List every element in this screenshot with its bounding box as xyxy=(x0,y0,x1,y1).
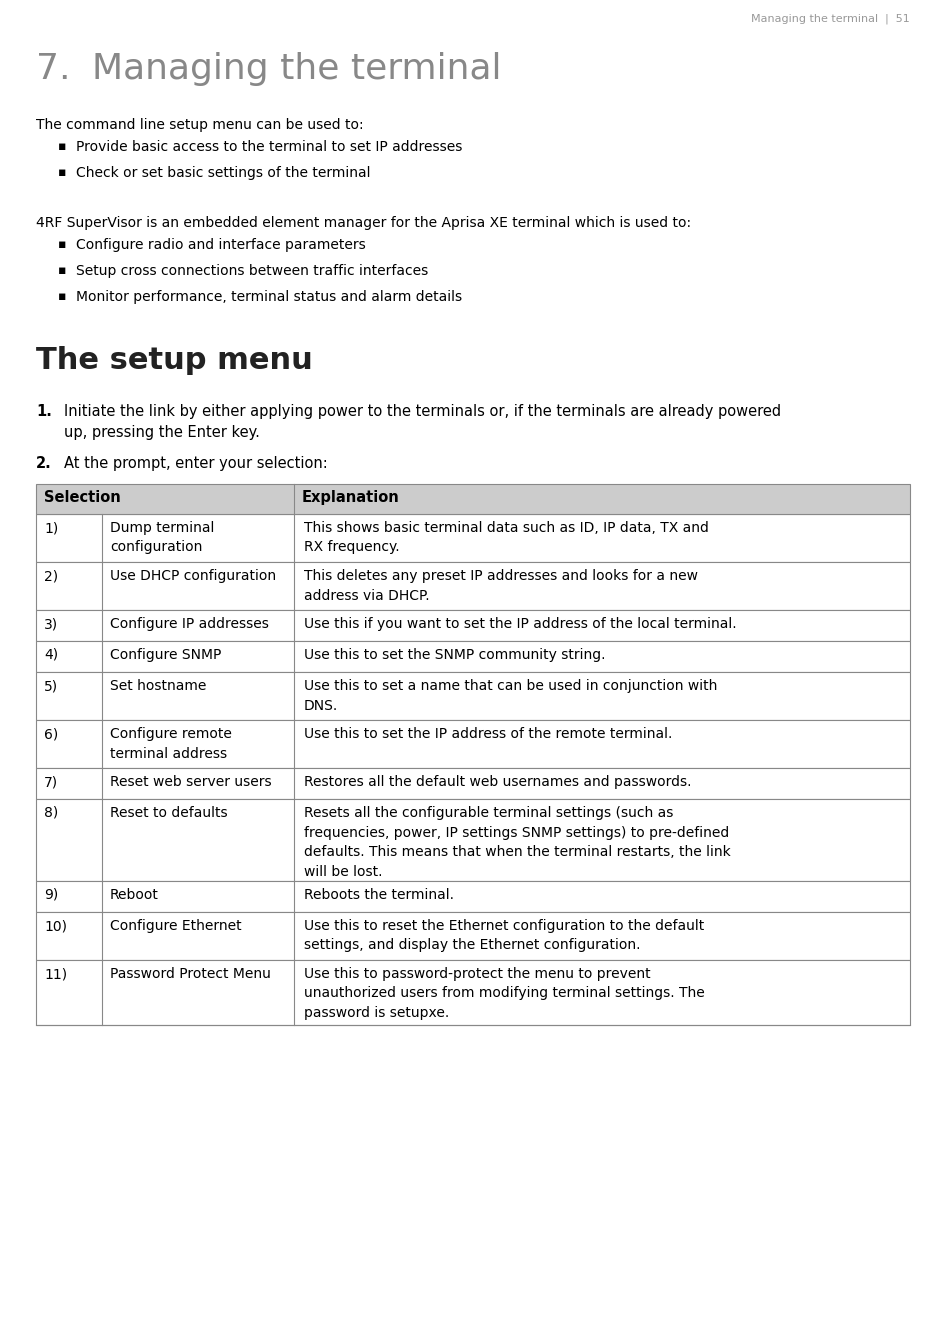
Text: Use this to set the IP address of the remote terminal.: Use this to set the IP address of the re… xyxy=(304,727,673,740)
Bar xyxy=(36,484,910,514)
Text: ▪: ▪ xyxy=(58,291,66,303)
Text: Managing the terminal: Managing the terminal xyxy=(92,52,501,86)
Text: 1.: 1. xyxy=(36,403,52,419)
Text: Monitor performance, terminal status and alarm details: Monitor performance, terminal status and… xyxy=(76,291,463,304)
Text: Configure radio and interface parameters: Configure radio and interface parameters xyxy=(76,238,366,252)
Text: 8): 8) xyxy=(44,805,59,820)
Text: Configure Ethernet: Configure Ethernet xyxy=(110,920,241,933)
Text: Dump terminal
configuration: Dump terminal configuration xyxy=(110,522,215,555)
Text: ▪: ▪ xyxy=(58,238,66,251)
Text: Reboots the terminal.: Reboots the terminal. xyxy=(304,888,454,902)
Bar xyxy=(36,721,910,768)
Text: Use this to password-protect the menu to prevent
unauthorized users from modifyi: Use this to password-protect the menu to… xyxy=(304,967,705,1020)
Text: Reset web server users: Reset web server users xyxy=(110,775,272,790)
Text: Explanation: Explanation xyxy=(302,490,400,506)
Bar xyxy=(36,768,910,799)
Text: ▪: ▪ xyxy=(58,166,66,179)
Text: Use this to set the SNMP community string.: Use this to set the SNMP community strin… xyxy=(304,648,605,662)
Text: Reset to defaults: Reset to defaults xyxy=(110,805,228,820)
Bar xyxy=(36,671,910,721)
Text: 4): 4) xyxy=(44,648,58,662)
Text: ▪: ▪ xyxy=(58,264,66,277)
Bar xyxy=(36,799,910,881)
Text: Restores all the default web usernames and passwords.: Restores all the default web usernames a… xyxy=(304,775,692,790)
Text: 2.: 2. xyxy=(36,456,52,471)
Bar xyxy=(36,641,910,671)
Text: 3): 3) xyxy=(44,617,58,632)
Bar xyxy=(36,881,910,912)
Text: 2): 2) xyxy=(44,569,58,583)
Text: Configure remote
terminal address: Configure remote terminal address xyxy=(110,727,232,760)
Text: Configure SNMP: Configure SNMP xyxy=(110,648,221,662)
Text: The command line setup menu can be used to:: The command line setup menu can be used … xyxy=(36,118,363,131)
Text: 11): 11) xyxy=(44,967,67,981)
Text: 9): 9) xyxy=(44,888,59,902)
Text: ▪: ▪ xyxy=(58,141,66,153)
Text: Reboot: Reboot xyxy=(110,888,159,902)
Text: This deletes any preset IP addresses and looks for a new
address via DHCP.: This deletes any preset IP addresses and… xyxy=(304,569,698,602)
Text: 1): 1) xyxy=(44,522,59,535)
Bar xyxy=(36,610,910,641)
Text: 6): 6) xyxy=(44,727,59,740)
Bar xyxy=(36,912,910,959)
Text: Setup cross connections between traffic interfaces: Setup cross connections between traffic … xyxy=(76,264,429,277)
Text: Selection: Selection xyxy=(44,490,121,506)
Text: 7.: 7. xyxy=(36,52,71,86)
Text: Initiate the link by either applying power to the terminals or, if the terminals: Initiate the link by either applying pow… xyxy=(64,403,781,441)
Text: At the prompt, enter your selection:: At the prompt, enter your selection: xyxy=(64,456,327,471)
Text: Use this to set a name that can be used in conjunction with
DNS.: Use this to set a name that can be used … xyxy=(304,679,717,713)
Text: Password Protect Menu: Password Protect Menu xyxy=(110,967,271,981)
Text: 4RF SuperVisor is an embedded element manager for the Aprisa XE terminal which i: 4RF SuperVisor is an embedded element ma… xyxy=(36,216,692,230)
Text: 10): 10) xyxy=(44,920,67,933)
Text: Check or set basic settings of the terminal: Check or set basic settings of the termi… xyxy=(76,166,371,180)
Text: Use this if you want to set the IP address of the local terminal.: Use this if you want to set the IP addre… xyxy=(304,617,737,632)
Text: The setup menu: The setup menu xyxy=(36,346,313,376)
Bar xyxy=(36,563,910,610)
Bar xyxy=(36,959,910,1024)
Text: Use DHCP configuration: Use DHCP configuration xyxy=(110,569,276,583)
Text: Managing the terminal  |  51: Managing the terminal | 51 xyxy=(751,15,910,24)
Text: Provide basic access to the terminal to set IP addresses: Provide basic access to the terminal to … xyxy=(76,141,463,154)
Text: Resets all the configurable terminal settings (such as
frequencies, power, IP se: Resets all the configurable terminal set… xyxy=(304,805,730,878)
Bar xyxy=(36,514,910,563)
Text: Use this to reset the Ethernet configuration to the default
settings, and displa: Use this to reset the Ethernet configura… xyxy=(304,920,704,953)
Text: This shows basic terminal data such as ID, IP data, TX and
RX frequency.: This shows basic terminal data such as I… xyxy=(304,522,709,555)
Text: 7): 7) xyxy=(44,775,58,790)
Text: Set hostname: Set hostname xyxy=(110,679,206,693)
Text: Configure IP addresses: Configure IP addresses xyxy=(110,617,269,632)
Text: 5): 5) xyxy=(44,679,58,693)
